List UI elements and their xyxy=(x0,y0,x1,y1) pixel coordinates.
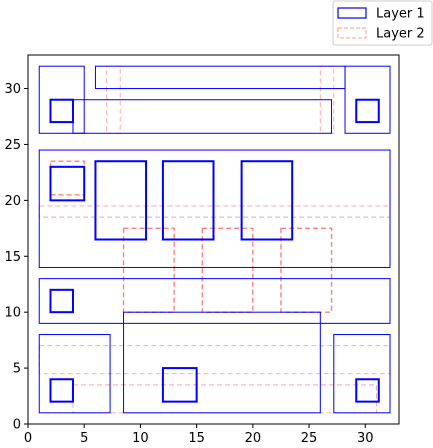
y-tick-label-10: 10 xyxy=(4,306,21,321)
x-tick-label-20: 20 xyxy=(245,431,262,446)
legend-label-1: Layer 1 xyxy=(376,7,425,22)
layer-2-rect-6 xyxy=(38,345,391,375)
layer-1-rect-4 xyxy=(38,149,391,268)
layer-1-rect-10 xyxy=(161,367,198,403)
legend: Layer 1 Layer 2 xyxy=(332,0,433,46)
layer-1-rect-14 xyxy=(94,160,148,241)
y-tick-label-15: 15 xyxy=(4,250,21,265)
layer-1-rect-15 xyxy=(161,160,215,241)
layer-1-rect-17 xyxy=(49,98,74,124)
x-tick-label-30: 30 xyxy=(357,431,374,446)
layer-2-rect-4 xyxy=(38,205,391,218)
x-tick-label-0: 0 xyxy=(24,431,32,446)
layer-1-rect-6 xyxy=(72,99,333,134)
layer-1-rect-11 xyxy=(355,378,380,403)
axes: 0 5 10 15 20 25 30 0 5 10 15 20 25 30 xyxy=(4,54,400,446)
x-tick-label-5: 5 xyxy=(80,431,88,446)
layer-1-rect-16 xyxy=(240,160,294,241)
y-tick-label-5: 5 xyxy=(13,362,21,377)
x-tick-label-15: 15 xyxy=(188,431,205,446)
x-tick-label-25: 25 xyxy=(301,431,318,446)
y-tick-label-30: 30 xyxy=(4,82,21,97)
legend-box xyxy=(332,0,433,46)
legend-swatch-2 xyxy=(337,27,367,39)
layer-1-rects xyxy=(38,65,391,414)
layer-1-rect-7 xyxy=(94,65,346,90)
layer-2-rect-5 xyxy=(72,384,377,414)
x-tick-label-10: 10 xyxy=(132,431,149,446)
layer-2-rect-3 xyxy=(280,227,333,313)
legend-swatch-1 xyxy=(337,7,367,19)
layer-1-rect-13 xyxy=(49,165,86,202)
y-tick-label-20: 20 xyxy=(4,194,21,209)
layer-1-rect-3 xyxy=(38,278,391,324)
layer-1-rect-12 xyxy=(49,288,74,314)
layer-1-rect-18 xyxy=(355,98,380,124)
legend-label-2: Layer 2 xyxy=(376,27,425,42)
layer-2-rect-2 xyxy=(201,227,254,313)
layer-1-rect-2 xyxy=(333,334,391,414)
layer-1-rect-8 xyxy=(344,65,391,134)
plot-frame xyxy=(27,54,400,425)
y-tick-label-0: 0 xyxy=(13,418,21,433)
layer-1-rect-0 xyxy=(38,334,111,414)
layer-1-rect-9 xyxy=(49,378,74,403)
layer-2-rect-1 xyxy=(122,227,175,313)
layer-2-rects xyxy=(38,65,391,414)
y-tick-label-25: 25 xyxy=(4,138,21,153)
layer-1-rect-1 xyxy=(123,311,321,414)
